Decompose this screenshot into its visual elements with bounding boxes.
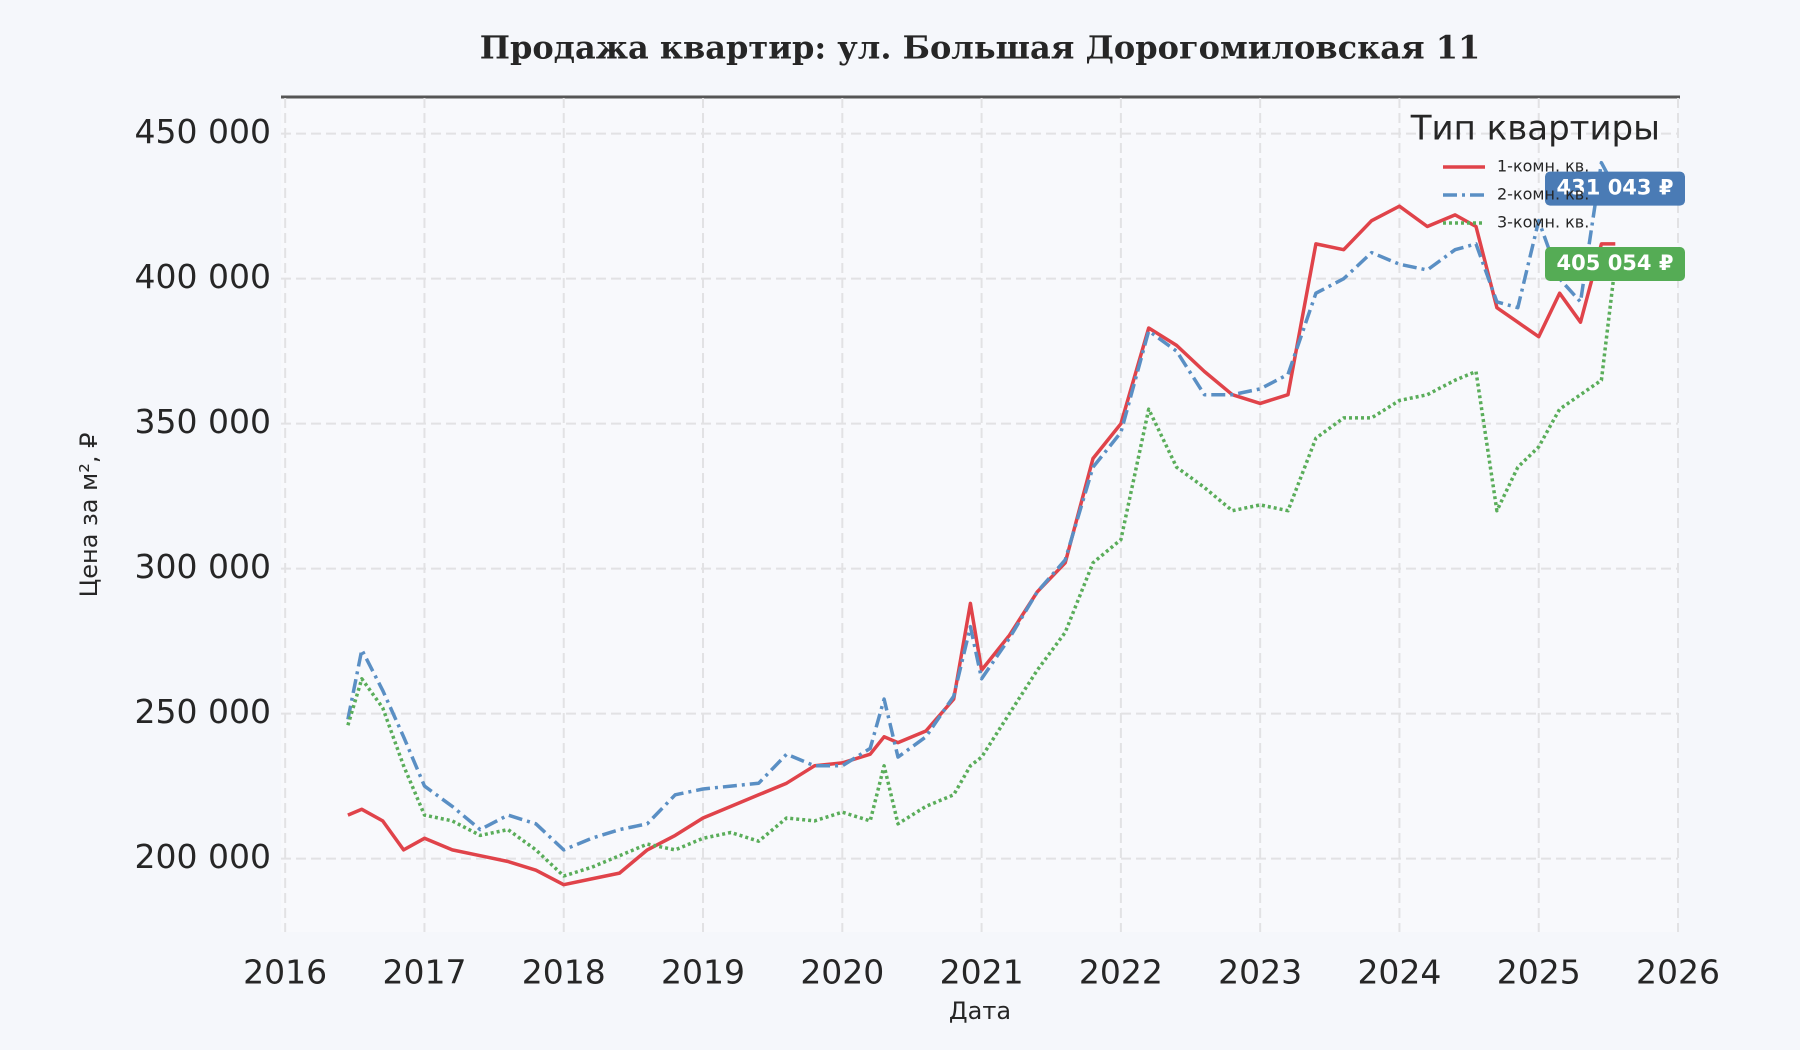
x-tick-label: 2022 [1079,953,1163,992]
x-tick-label: 2026 [1636,953,1720,992]
legend-label: 1-комн. кв. [1497,157,1589,176]
y-tick-label: 200 000 [135,837,271,876]
annotation-text: 431 043 ₽ [1557,176,1674,200]
x-tick-label: 2020 [800,953,884,992]
legend-title: Тип квартиры [1410,109,1660,149]
annotation-text: 405 054 ₽ [1557,251,1674,275]
y-tick-label: 350 000 [135,402,271,441]
y-tick-label: 400 000 [135,257,271,296]
value-annotation: 431 043 ₽ [1545,171,1685,206]
legend-label: 3-комн. кв. [1497,213,1589,232]
x-tick-label: 2017 [382,953,466,992]
x-axis-label: Дата [949,997,1011,1025]
series-line [347,204,1616,887]
plot-area [281,98,1678,932]
y-tick-label: 250 000 [135,692,271,731]
annotation-box [1545,247,1685,282]
x-tick-label: 2025 [1497,953,1581,992]
chart-title: Продажа квартир: ул. Большая Дорогомилов… [480,29,1481,67]
x-tick-label: 2024 [1357,953,1441,992]
series-line [346,160,1617,852]
x-tick-label: 2023 [1218,953,1302,992]
series-line [346,263,1618,878]
value-annotation: 405 054 ₽ [1545,247,1685,282]
x-tick-label: 2018 [522,953,606,992]
annotation-box [1545,171,1685,206]
legend-label: 2-комн. кв. [1497,185,1589,204]
y-tick-label: 450 000 [135,112,271,151]
x-tick-label: 2021 [940,953,1024,992]
x-tick-label: 2016 [243,953,327,992]
y-tick-label: 300 000 [135,547,271,586]
y-axis-label: Цена за м², ₽ [75,433,103,598]
x-tick-label: 2019 [661,953,745,992]
